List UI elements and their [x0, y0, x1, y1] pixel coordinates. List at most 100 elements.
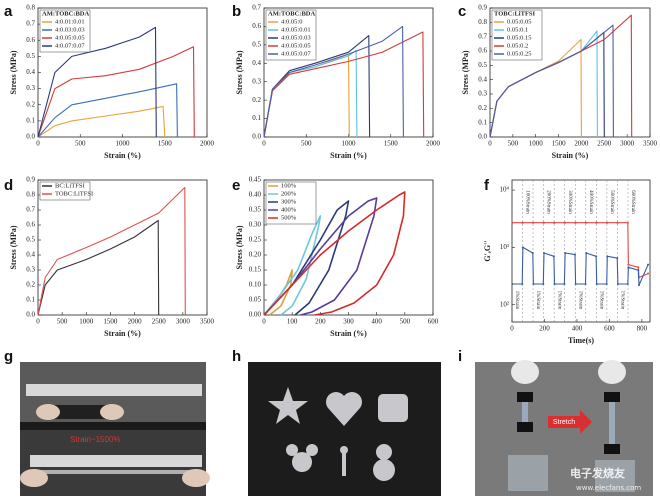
photo-i: i Stretch 电子发烧友 www.elecfans.com [458, 348, 653, 496]
x-tick-label: 1500 [103, 318, 118, 326]
y-tick-label: 0.40 [249, 191, 262, 199]
point [616, 257, 619, 260]
plot-frame [489, 7, 651, 138]
series-line [37, 83, 178, 138]
series-line [37, 105, 166, 138]
chart: e 0 100 200 300 400 500 600 0.00 0.05 0.10 0.15 0.20… [232, 176, 439, 338]
y-tick-label: 0.5 [26, 52, 35, 60]
x-axis-label: Strain (%) [104, 151, 141, 160]
legend-label: 4:0.03:0.03 [55, 26, 85, 33]
y-tick-label: 0.6 [478, 47, 487, 55]
point [511, 221, 514, 224]
glove [511, 360, 539, 384]
point [521, 283, 524, 286]
x-tick-label: 1500 [384, 140, 399, 148]
legend-box [265, 9, 317, 61]
x-tick-label: 2000 [574, 140, 589, 148]
legend-label: 4:0.05:0.01 [281, 26, 311, 33]
y-tick-label: 10⁴ [500, 186, 510, 194]
bear-head [376, 444, 392, 460]
y-tick-label: 0.6 [26, 221, 35, 229]
chart: a 0 500 1000 1500 2000 0.0 0.1 0.2 0.3 0.4 0.5 0.6 0.… [4, 3, 215, 160]
x-tick-label: 500 [508, 140, 519, 148]
y-tick-label: 0.20 [249, 251, 262, 259]
legend-label: 0.05:0.2 [507, 42, 528, 49]
x-tick-label: 0 [510, 325, 514, 333]
annotation: 600%Strain [630, 190, 635, 214]
legend-label: 4:0.05:0.07 [281, 50, 311, 57]
y-tick-label: 0.15 [249, 266, 262, 274]
y-axis-label: Stress (MPa) [9, 225, 18, 269]
x-tick-label: 200 [315, 318, 326, 326]
x-tick-label: 2000 [200, 140, 215, 148]
panel-label: e [232, 177, 240, 194]
series-line [263, 191, 406, 316]
y-tick-label: 0.05 [249, 296, 262, 304]
point [553, 221, 556, 224]
point [531, 251, 534, 254]
point [585, 221, 588, 224]
mouse-ear [286, 444, 298, 456]
point [542, 251, 545, 254]
x-tick-label: 1000 [116, 140, 131, 148]
series-line [37, 46, 195, 138]
stretched-sample [30, 470, 200, 474]
x-tick-label: 1500 [158, 140, 173, 148]
y-tick-label: 0.4 [26, 68, 35, 76]
point [627, 263, 630, 266]
chart: b 0 500 1000 1500 2000 0.0 0.1 0.2 0.3 0.4 0.5 0.6 0.… [232, 3, 441, 160]
x-tick-label: 400 [572, 325, 583, 333]
legend-label: 200% [281, 190, 297, 197]
x-axis-label: Strain (%) [104, 329, 141, 338]
series-line [489, 24, 614, 138]
series-line [512, 246, 649, 286]
y-tick-label: 0.8 [26, 4, 35, 12]
series-line [263, 197, 378, 316]
series-line [263, 25, 404, 138]
bone-end [340, 446, 348, 454]
y-tick-label: 0.25 [249, 236, 262, 244]
panel-label: a [4, 3, 13, 20]
x-tick-label: 0 [262, 140, 266, 148]
annotation: 1%Strain [535, 291, 540, 310]
point [574, 221, 577, 224]
y-axis-label: Stress (MPa) [235, 50, 244, 94]
annotation: Stretch [553, 419, 575, 426]
y-tick-label: 0.00 [249, 311, 262, 319]
series-line [37, 26, 157, 138]
plot-frame [37, 179, 208, 316]
photo-g: g Strain~1500% [4, 348, 210, 496]
point [573, 253, 576, 256]
y-tick-label: 0.3 [26, 266, 35, 274]
annotation: 1%Strain [620, 291, 625, 310]
square [378, 394, 408, 422]
x-tick-label: 2000 [128, 318, 143, 326]
y-tick-label: 0.5 [478, 61, 487, 69]
annotation: 400%Strain [588, 190, 593, 214]
x-tick-label: 100 [287, 318, 298, 326]
chart: f 0 200 400 600 800 10² 10³ 10⁴ Time(s) G',G'' 1%St… [483, 177, 651, 345]
legend-label: 400% [281, 206, 297, 213]
x-tick-label: 2000 [426, 140, 441, 148]
point [647, 263, 650, 266]
y-axis-label: Stress (MPa) [235, 225, 244, 269]
annotation: Strain~1500% [70, 435, 120, 444]
x-tick-label: 0 [262, 318, 266, 326]
x-axis-label: Time(s) [568, 336, 594, 345]
point [574, 283, 577, 286]
x-tick-label: 600 [604, 325, 615, 333]
sample [40, 405, 120, 419]
y-tick-label: 0.3 [26, 84, 35, 92]
point [564, 221, 567, 224]
y-tick-label: 0.5 [252, 40, 261, 48]
y-tick-label: 0.7 [478, 32, 487, 40]
y-tick-label: 0.1 [26, 296, 35, 304]
plot-frame [511, 179, 651, 323]
point [563, 283, 566, 286]
legend-box [265, 181, 317, 225]
point [637, 266, 640, 269]
clip [517, 392, 533, 402]
watermark-url: www.elecfans.com [576, 484, 641, 492]
point [564, 251, 567, 254]
